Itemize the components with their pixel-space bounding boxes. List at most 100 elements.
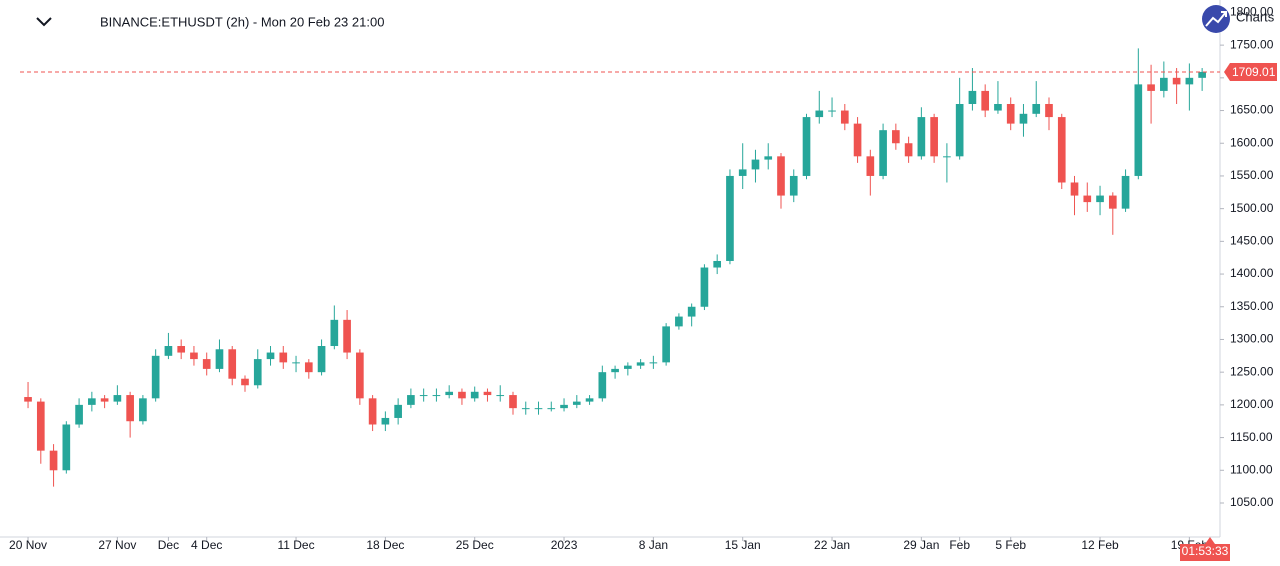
- candle-body: [892, 130, 900, 144]
- candle-body: [1006, 103, 1015, 124]
- x-tick-label: 15 Jan: [725, 538, 761, 552]
- candle-body: [394, 404, 402, 418]
- candle-body: [445, 391, 454, 396]
- chart-title: BINANCE:ETHUSDT (2h) - Mon 20 Feb 23 21:…: [100, 14, 384, 29]
- y-tick-label: 1350.00: [1230, 299, 1274, 313]
- candle-body: [330, 319, 339, 347]
- candle-body: [560, 404, 568, 409]
- candle-body: [88, 398, 96, 405]
- y-tick-label: 1050.00: [1230, 495, 1274, 509]
- candle-body: [828, 110, 836, 112]
- x-tick-label: Feb: [949, 538, 970, 552]
- candle-body: [943, 156, 951, 158]
- countdown-tag: [1180, 537, 1230, 561]
- collapse-chevron[interactable]: [36, 17, 52, 27]
- candle-body: [470, 391, 479, 399]
- candle-body: [292, 362, 300, 364]
- candle-body: [624, 365, 632, 369]
- candle-body: [356, 352, 364, 399]
- x-tick-label: 4 Dec: [191, 538, 222, 552]
- brand-logo[interactable]: [1202, 5, 1230, 33]
- candle-body: [751, 159, 760, 170]
- candle-body: [1032, 103, 1041, 114]
- candle-body: [1160, 77, 1168, 91]
- candle-body: [202, 359, 211, 369]
- candle-body: [241, 378, 249, 386]
- candle-body: [598, 372, 607, 399]
- candle-body: [777, 156, 785, 196]
- candle-body: [1019, 113, 1028, 124]
- y-tick-label: 1400.00: [1230, 266, 1274, 280]
- candle-body: [866, 156, 875, 176]
- candle-body: [228, 349, 237, 379]
- candle-body: [1083, 195, 1092, 203]
- candle-body: [917, 117, 926, 157]
- candle-body: [1198, 71, 1206, 78]
- candle-body: [521, 408, 530, 410]
- candle-body: [1121, 175, 1130, 209]
- candle-body: [509, 395, 517, 409]
- candle-body: [1096, 195, 1104, 203]
- candle-body: [100, 398, 109, 402]
- candle-body: [458, 391, 466, 399]
- candle-body: [700, 267, 709, 307]
- candle-body: [419, 395, 428, 397]
- candle-body: [215, 349, 224, 369]
- x-tick-label: 22 Jan: [814, 538, 850, 552]
- candle-body: [126, 395, 134, 422]
- candle-body: [572, 401, 581, 405]
- candle-body: [764, 156, 773, 160]
- x-tick-label: 2023: [551, 538, 578, 552]
- x-tick-label: 18 Dec: [366, 538, 404, 552]
- candle-body: [36, 401, 45, 451]
- candle-body: [789, 175, 798, 196]
- y-tick-label: 1550.00: [1230, 168, 1274, 182]
- candle-body: [955, 103, 964, 157]
- candle-body: [1045, 103, 1053, 118]
- candle-body: [662, 326, 670, 363]
- y-tick-label: 1200.00: [1230, 397, 1274, 411]
- candle-body: [151, 355, 160, 399]
- candle-body: [75, 404, 83, 425]
- candle-body: [611, 368, 619, 373]
- candle-body: [534, 408, 543, 410]
- candle-body: [994, 103, 1002, 111]
- last-price-tag: [1224, 62, 1277, 81]
- candle-body: [24, 397, 32, 402]
- x-tick-label: 12 Feb: [1081, 538, 1119, 552]
- candle-body: [1070, 182, 1079, 196]
- y-tick-label: 1800.00: [1230, 5, 1274, 19]
- candle-body: [368, 398, 377, 425]
- candle-body: [266, 352, 275, 360]
- y-tick-label: 1300.00: [1230, 332, 1274, 346]
- candle-body: [649, 362, 658, 364]
- candle-body: [547, 408, 556, 410]
- candle-body: [1108, 195, 1117, 209]
- brand-text: Charts: [1236, 9, 1275, 24]
- candle-body: [62, 424, 71, 471]
- candle-body: [802, 117, 811, 176]
- countdown-label: 01:53:33: [1182, 544, 1229, 558]
- candle-body: [164, 346, 173, 356]
- candle-body: [343, 319, 351, 353]
- x-tick-label: 8 Jan: [639, 538, 668, 552]
- candle-body: [190, 352, 198, 360]
- candle-body: [904, 143, 913, 157]
- candle-body: [139, 398, 147, 422]
- candle-body: [981, 90, 990, 111]
- y-tick-label: 1250.00: [1230, 364, 1274, 378]
- candle-body: [177, 346, 186, 353]
- candle-body: [738, 169, 747, 176]
- y-tick-label: 1450.00: [1230, 234, 1274, 248]
- candle-body: [483, 391, 492, 396]
- brand-icon: [1205, 11, 1227, 27]
- candle-body: [968, 90, 977, 104]
- candle-body: [585, 398, 594, 402]
- y-tick-label: 1650.00: [1230, 103, 1274, 117]
- last-price-label: 1709.01: [1232, 65, 1276, 79]
- candle-body: [407, 395, 415, 405]
- plot-area: 1050.00 1100.00 1150.00 1200.00 1250.00 1300.…: [9, 5, 1274, 553]
- candle-body: [1172, 77, 1181, 85]
- candle-body: [840, 110, 849, 124]
